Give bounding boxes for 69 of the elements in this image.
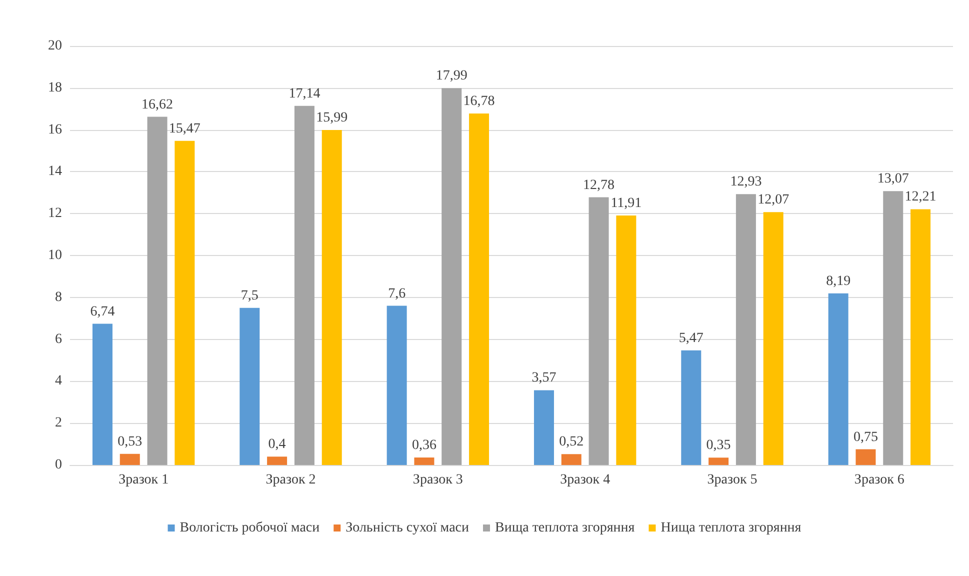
bar xyxy=(708,458,729,465)
data-label: 17,14 xyxy=(288,86,320,102)
bar xyxy=(588,197,609,465)
bar xyxy=(92,324,112,465)
data-label: 17,99 xyxy=(436,68,468,84)
bar xyxy=(386,306,407,465)
y-tick-label: 8 xyxy=(55,290,62,305)
bar xyxy=(267,456,288,465)
data-label: 5,47 xyxy=(678,330,704,346)
x-tick-label: Зразок 5 xyxy=(707,472,758,488)
bar xyxy=(322,130,342,465)
y-tick-label: 2 xyxy=(55,416,62,431)
bar xyxy=(828,293,848,465)
data-label: 8,19 xyxy=(826,274,851,289)
bar xyxy=(910,209,931,465)
bar xyxy=(174,140,195,465)
bar xyxy=(681,350,702,465)
y-tick-label: 18 xyxy=(48,80,62,96)
bar xyxy=(616,215,636,465)
data-label: 3,57 xyxy=(532,370,556,386)
data-label: 12,93 xyxy=(730,174,762,190)
bar xyxy=(414,457,434,465)
data-label: 7,5 xyxy=(240,288,258,304)
legend-label: Зольність сухої маси xyxy=(346,520,470,536)
x-tick-label: Зразок 4 xyxy=(560,472,610,488)
data-label: 6,74 xyxy=(90,304,115,320)
bar xyxy=(883,191,904,465)
bar xyxy=(736,194,756,465)
x-tick-label: Зразок 1 xyxy=(118,472,169,488)
legend-label: Нища теплота згоряння xyxy=(660,520,802,536)
data-label: 12,78 xyxy=(583,178,615,193)
data-label: 0,4 xyxy=(268,437,286,452)
y-tick-label: 6 xyxy=(55,332,62,347)
y-tick-label: 10 xyxy=(48,248,62,263)
data-label: 0,52 xyxy=(559,434,584,450)
data-label: 0,35 xyxy=(706,438,731,454)
data-label: 16,78 xyxy=(463,94,495,109)
x-tick-label: Зразок 3 xyxy=(412,472,463,488)
bar xyxy=(469,113,490,465)
data-label: 0,36 xyxy=(412,438,436,453)
legend-label: Вологість робочої маси xyxy=(180,520,320,536)
bar xyxy=(763,212,784,465)
data-label: 0,75 xyxy=(853,430,878,445)
y-tick-label: 0 xyxy=(55,458,62,472)
bar xyxy=(240,308,260,465)
y-tick-label: 12 xyxy=(48,206,62,222)
bar xyxy=(561,454,582,465)
x-tick-label: Зразок 6 xyxy=(854,472,904,488)
y-tick-label: 20 xyxy=(48,38,62,54)
data-label: 15,47 xyxy=(168,121,200,136)
y-tick-label: 14 xyxy=(48,164,62,180)
data-label: 12,07 xyxy=(758,192,790,208)
x-tick-label: Зразок 2 xyxy=(266,472,316,488)
data-label: 15,99 xyxy=(316,110,348,126)
bar xyxy=(120,454,140,465)
data-label: 16,62 xyxy=(142,97,174,112)
data-label: 0,53 xyxy=(118,434,142,450)
bar xyxy=(294,106,314,465)
y-tick-label: 16 xyxy=(48,122,62,138)
bar xyxy=(442,88,462,465)
data-label: 11,91 xyxy=(610,196,642,211)
bar xyxy=(534,390,554,465)
data-label: 12,21 xyxy=(904,190,936,205)
y-tick-label: 4 xyxy=(55,374,62,389)
bar xyxy=(147,116,168,465)
data-label: 7,6 xyxy=(388,286,406,302)
legend-label: Вища теплота згоряння xyxy=(494,520,636,536)
data-label: 13,07 xyxy=(877,172,909,187)
bar xyxy=(856,449,876,465)
